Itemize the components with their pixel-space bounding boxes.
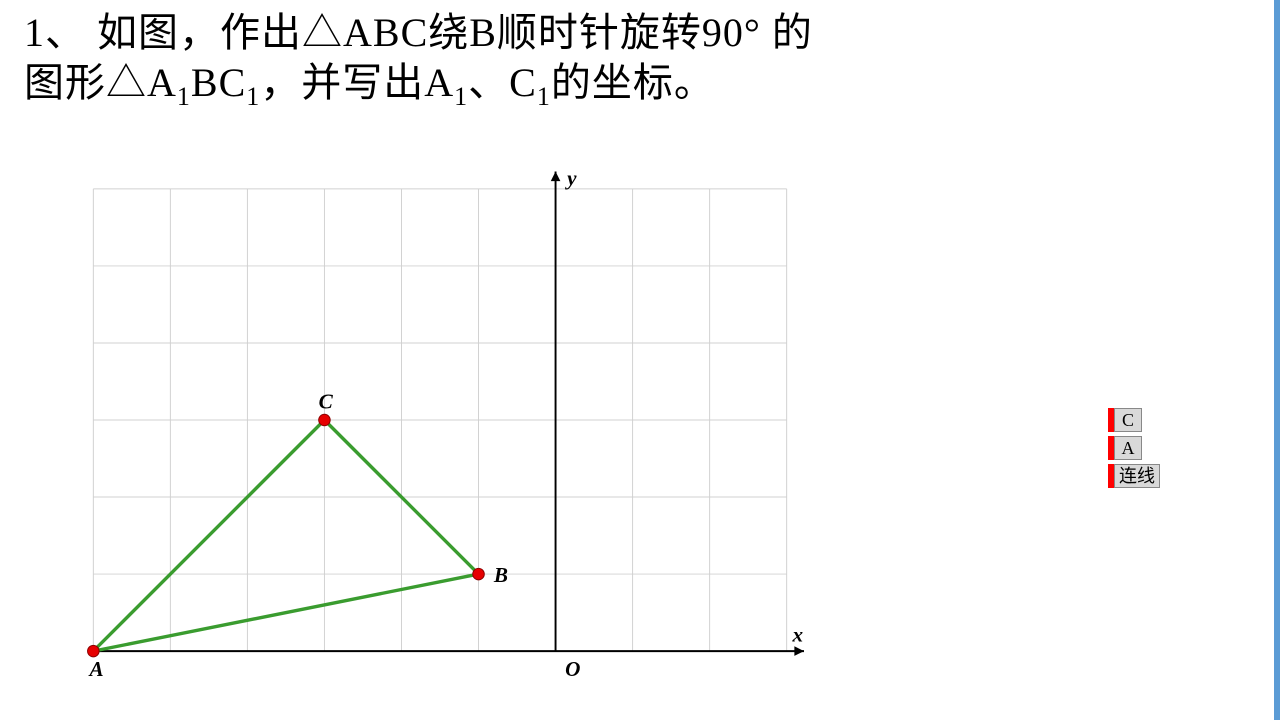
svg-text:O: O (565, 657, 580, 680)
svg-text:x: x (791, 622, 803, 646)
question-sub1: 1 (177, 82, 191, 111)
svg-text:C: C (319, 389, 334, 413)
svg-text:y: y (564, 166, 577, 190)
question-text: 1、 如图，作出△ABC绕B顺时针旋转90° 的 图形△A1BC1，并写出A1、… (24, 8, 1256, 114)
button-label: A (1114, 436, 1142, 460)
right-vertical-bar (1274, 0, 1280, 720)
button-label: C (1114, 408, 1142, 432)
question-sub4: 1 (537, 82, 551, 111)
button-label: 连线 (1114, 464, 1160, 488)
side-button-connect[interactable]: 连线 (1108, 464, 1160, 488)
coordinate-figure: x y O A B C (60, 160, 820, 680)
question-sub3: 1 (454, 82, 468, 111)
question-line2-p5: 的坐标。 (551, 60, 715, 105)
question-line2-p1: 图形△A (24, 60, 177, 105)
side-button-group: C A 连线 (1108, 408, 1160, 488)
svg-text:A: A (87, 657, 103, 680)
side-button-a[interactable]: A (1108, 436, 1142, 460)
figure-container: x y O A B C (60, 160, 820, 680)
question-line2-p2: BC (191, 60, 246, 105)
question-line1: 1、 如图，作出△ABC绕B顺时针旋转90° 的 (24, 10, 813, 55)
svg-text:B: B (493, 563, 508, 587)
question-line2-p4: 、C (468, 60, 537, 105)
side-button-c[interactable]: C (1108, 408, 1142, 432)
question-line2-p3: ，并写出A (260, 60, 454, 105)
question-sub2: 1 (246, 82, 260, 111)
